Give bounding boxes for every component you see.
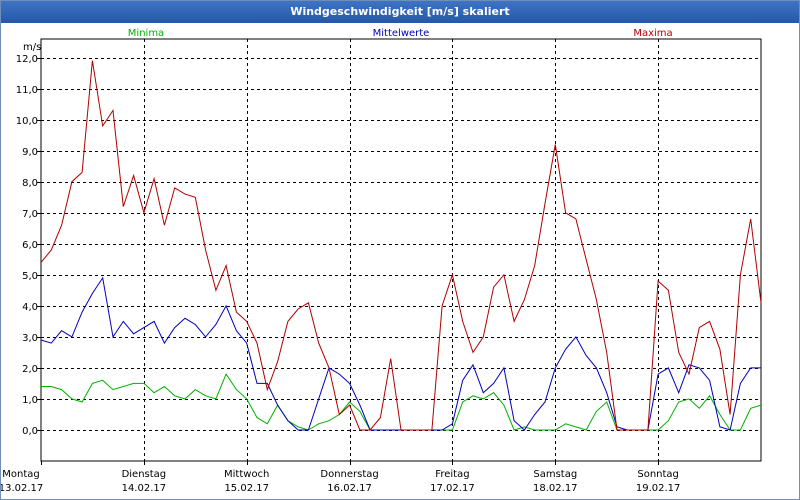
x-axis-ticks: Montag 13.02.17 Dienstag 14.02.17 Mittwoch 15… <box>1 461 680 494</box>
y-tick-label: 7,0 <box>22 209 38 220</box>
chart-background <box>1 23 799 499</box>
legend-entry: Maxima <box>633 28 672 39</box>
y-axis-ticks: 0,0 1,0 2,0 3,0 4,0 5,0 6,0 7,0 8,0 9,0 10,0 11,0 12… <box>16 54 41 437</box>
y-tick-label: 12,0 <box>16 54 38 65</box>
y-tick-label: 5,0 <box>22 271 38 282</box>
window-title: Windgeschwindigkeit [m/s] skaliert <box>1 1 799 23</box>
x-tick-day-label: Samstag <box>533 469 577 480</box>
legend-entry: Minima <box>128 28 164 39</box>
legend: Minima Mittelwerte Maxima <box>128 28 673 39</box>
grid-lines <box>41 39 761 461</box>
x-tick-day-label: Donnerstag <box>320 469 378 480</box>
wind-speed-chart: m/s 0,0 1,0 2,0 3,0 4,0 5,0 6,0 7,0 8,0 9,0 10,0 11… <box>1 23 799 499</box>
x-tick-date-label: 18.02.17 <box>533 483 578 494</box>
x-tick-date-label: 17.02.17 <box>430 483 475 494</box>
x-tick-date-label: 16.02.17 <box>327 483 372 494</box>
x-tick-day-label: Mittwoch <box>224 469 269 480</box>
y-tick-label: 11,0 <box>16 85 38 96</box>
y-tick-label: 9,0 <box>22 147 38 158</box>
x-tick-date-label: 15.02.17 <box>224 483 269 494</box>
y-tick-label: 4,0 <box>22 302 38 313</box>
x-tick-day-label: Freitag <box>435 469 469 480</box>
x-tick-date-label: 19.02.17 <box>636 483 681 494</box>
x-tick-date-label: 14.02.17 <box>122 483 167 494</box>
y-tick-label: 1,0 <box>22 395 38 406</box>
y-tick-label: 10,0 <box>16 116 38 127</box>
data-series <box>40 60 762 431</box>
x-tick-day-label: Montag <box>2 469 39 480</box>
y-tick-label: 6,0 <box>22 240 38 251</box>
y-axis-label: m/s <box>23 42 41 53</box>
plot-area-frame <box>40 38 762 462</box>
x-tick-date-label: 13.02.17 <box>1 483 43 494</box>
y-tick-label: 2,0 <box>22 364 38 375</box>
y-tick-label: 8,0 <box>22 178 38 189</box>
series-line-maxima <box>40 60 762 431</box>
x-tick-day-label: Sonntag <box>637 469 679 480</box>
y-tick-label: 3,0 <box>22 333 38 344</box>
legend-entry: Mittelwerte <box>373 28 430 39</box>
y-tick-label: 0,0 <box>22 426 38 437</box>
x-tick-day-label: Dienstag <box>122 469 167 480</box>
